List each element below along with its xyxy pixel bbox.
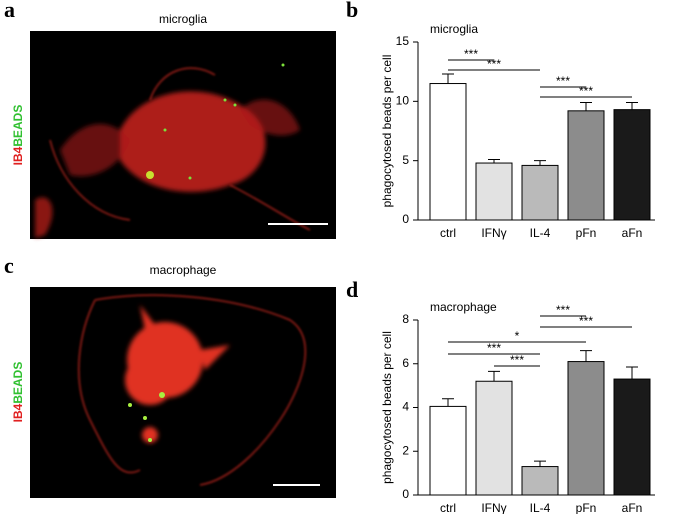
panel-label: c: [4, 253, 14, 278]
y-tick-label: 0: [402, 487, 409, 501]
y-axis-label: phagocytosed beads per cell: [380, 331, 394, 484]
y-tick-label: 2: [402, 443, 409, 457]
significance-label: ***: [556, 74, 570, 88]
error-bar: [488, 370, 500, 382]
y-tick-label: 8: [402, 312, 409, 326]
x-tick-label: IFNγ: [481, 226, 506, 240]
error-bar: [488, 158, 500, 164]
significance-label: ***: [487, 341, 501, 355]
x-tick-label: pFn: [576, 501, 597, 514]
error-bar: [626, 102, 638, 110]
bar: [567, 110, 605, 221]
x-tick-label: aFn: [622, 226, 643, 240]
significance-label: ***: [487, 57, 501, 71]
significance-label: ***: [510, 353, 524, 367]
panel-label: d: [346, 277, 358, 302]
x-tick-label: IL-4: [530, 501, 551, 514]
bar: [613, 109, 651, 221]
error-bar: [442, 398, 454, 407]
y-tick-label: 0: [402, 212, 409, 226]
significance-label: *: [515, 329, 520, 343]
stain-red: IB4: [11, 146, 25, 165]
y-tick-label: 10: [396, 94, 410, 108]
panel-label: b: [346, 0, 358, 22]
error-bar: [534, 460, 546, 467]
micrograph: [30, 287, 336, 498]
stain-label: IB4BEADS: [11, 362, 25, 423]
y-tick-label: 4: [402, 400, 409, 414]
error-bar: [534, 160, 546, 166]
image-title: microglia: [159, 12, 207, 26]
x-tick-label: ctrl: [440, 501, 456, 514]
chart-title: microglia: [430, 22, 478, 36]
bar: [475, 162, 513, 221]
bar: [521, 164, 559, 221]
significance-label: ***: [579, 84, 593, 98]
significance-label: ***: [579, 314, 593, 328]
stain-red: IB4: [11, 403, 25, 422]
micrograph: [30, 31, 336, 239]
error-bar: [580, 102, 592, 111]
bar: [613, 378, 651, 496]
panel-label: a: [4, 0, 15, 22]
x-tick-label: aFn: [622, 501, 643, 514]
chart-title: macrophage: [430, 300, 497, 314]
y-tick-label: 6: [402, 356, 409, 370]
y-axis-label: phagocytosed beads per cell: [380, 55, 394, 208]
y-tick-label: 15: [396, 34, 410, 48]
bar: [521, 466, 559, 496]
x-tick-label: IFNγ: [481, 501, 506, 514]
error-bar: [580, 350, 592, 362]
stain-green: BEADS: [11, 362, 25, 404]
stain-label: IB4BEADS: [11, 105, 25, 166]
x-tick-label: IL-4: [530, 226, 551, 240]
bar: [429, 405, 467, 496]
stain-green: BEADS: [11, 105, 25, 147]
significance-label: ***: [464, 47, 478, 61]
bar: [429, 83, 467, 221]
error-bar: [442, 73, 454, 84]
error-bar: [626, 366, 638, 380]
y-tick-label: 5: [402, 153, 409, 167]
significance-label: ***: [556, 303, 570, 317]
bar: [567, 361, 605, 496]
image-title: macrophage: [150, 263, 217, 277]
x-tick-label: ctrl: [440, 226, 456, 240]
bar: [475, 380, 513, 496]
x-tick-label: pFn: [576, 226, 597, 240]
